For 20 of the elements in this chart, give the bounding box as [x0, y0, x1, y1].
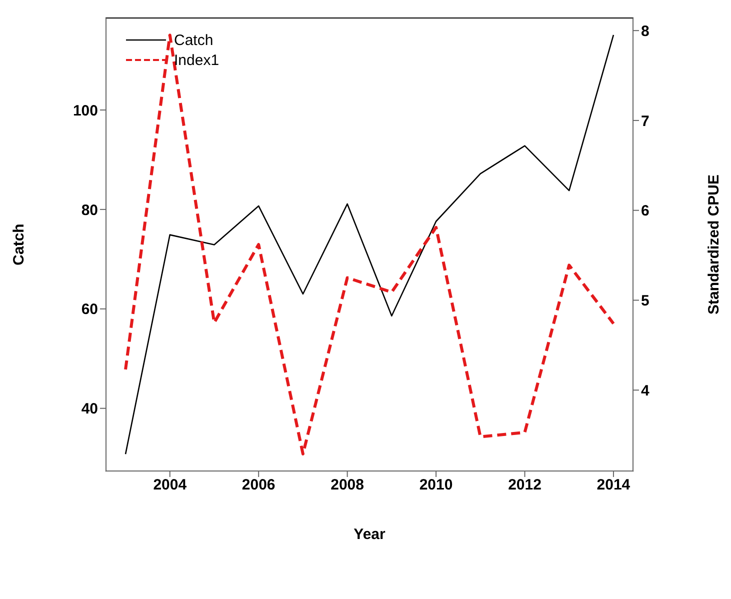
- x-tick-label: 2012: [508, 476, 542, 494]
- y-tick-label: 100: [72, 102, 98, 120]
- x-tick-label: 2010: [419, 476, 453, 494]
- x-tick-label: 2008: [330, 476, 364, 494]
- legend-label: Index1: [174, 52, 220, 68]
- y2-tick-label: 5: [641, 292, 650, 310]
- y2-tick-label: 8: [641, 22, 650, 40]
- y-axis-title: Catch: [10, 224, 28, 266]
- y2-axis-title: Standardized CPUE: [705, 174, 722, 315]
- y-tick-label: 60: [81, 301, 98, 318]
- legend-label: Catch: [174, 32, 214, 48]
- x-axis-title: Year: [354, 526, 386, 543]
- y-tick-label: 40: [81, 400, 98, 418]
- y2-tick-label: 4: [641, 382, 650, 400]
- x-tick-label: 2014: [596, 476, 631, 494]
- x-tick-label: 2004: [153, 476, 188, 494]
- y2-tick-label: 6: [641, 202, 650, 220]
- x-tick-label: 2006: [242, 476, 276, 494]
- y2-tick-label: 7: [641, 112, 650, 130]
- y-tick-label: 80: [81, 202, 98, 219]
